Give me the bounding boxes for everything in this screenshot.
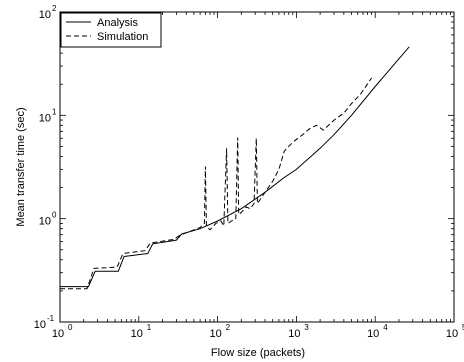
series-line-simulation [60,77,373,290]
x-tick-label-exponent: 5 [462,323,464,332]
x-tick-label: 10 [52,328,64,340]
y-tick-label: 10 [39,216,51,228]
x-tick-label: 10 [288,328,300,340]
y-tick-label-exponent: 0 [52,211,57,220]
plot-area [59,11,455,323]
x-tick-label-exponent: 2 [226,323,231,332]
legend-box [60,12,162,48]
y-tick-label: 10 [39,9,51,21]
legend-label-simulation: Simulation [97,31,148,43]
y-tick-label-exponent: 1 [52,107,57,116]
y-tick-label-exponent: 2 [52,4,57,13]
plot-frame [59,11,455,323]
x-tick-label: 10 [367,328,379,340]
legend-label-analysis: Analysis [97,17,138,29]
x-tick-label-exponent: 1 [147,323,152,332]
series-line-analysis [60,46,410,288]
x-tick-label-exponent: 0 [68,323,73,332]
x-axis-title: Flow size (packets) [211,347,305,359]
y-tick-label-exponent: -1 [47,314,55,323]
legend: Analysis Simulation [60,12,162,48]
x-tick-label: 10 [446,328,458,340]
series-layer [60,46,410,290]
x-tick-label-exponent: 3 [304,323,309,332]
x-tick-label: 10 [131,328,143,340]
y-tick-label: 10 [39,112,51,124]
x-tick-label-exponent: 4 [383,323,388,332]
x-tick-label: 10 [209,328,221,340]
y-axis-title: Mean transfer time (sec) [15,107,27,226]
y-tick-label: 10 [34,319,46,331]
